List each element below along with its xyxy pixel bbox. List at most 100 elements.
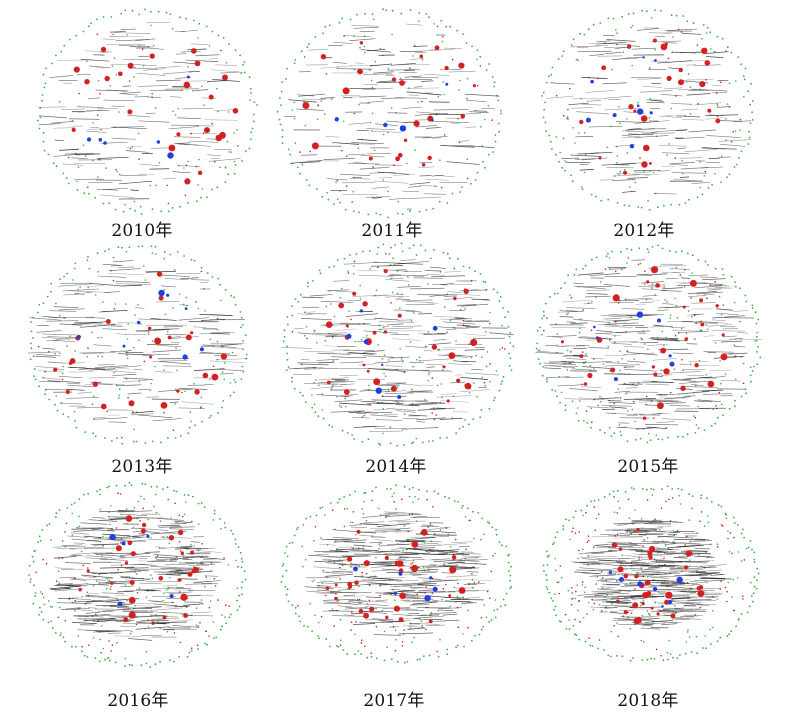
peripheral-node-2018 [753, 558, 756, 561]
peripheral-node-2010 [228, 43, 230, 46]
red-hub-node-2014 [456, 378, 461, 383]
edge-2015 [662, 272, 681, 274]
peripheral-node-2017 [386, 488, 388, 490]
peripheral-node-2010 [102, 16, 105, 18]
peripheral-node-2014 [368, 250, 371, 252]
green-minor-node-2011 [390, 106, 393, 109]
red-minor-node-2017 [394, 649, 397, 652]
red-minor-node-2016 [193, 566, 195, 568]
red-minor-node-2016 [111, 644, 114, 646]
peripheral-node-2015 [638, 247, 641, 250]
peripheral-node-2017 [294, 612, 297, 615]
peripheral-node-2011 [358, 211, 360, 214]
edge-2011 [448, 70, 476, 73]
green-minor-node-2012 [654, 49, 657, 51]
blue-node-2013 [182, 354, 188, 360]
green-minor-node-2012 [725, 50, 727, 52]
red-hub-node-2015 [612, 294, 620, 302]
peripheral-node-2013 [244, 334, 247, 336]
edge-2015 [642, 295, 658, 297]
green-minor-node-2018 [685, 641, 688, 643]
green-minor-node-2012 [618, 106, 620, 108]
red-hub-node-2011 [302, 102, 310, 109]
edge-2010 [114, 32, 151, 34]
edge-2015 [616, 426, 641, 429]
peripheral-node-2016 [114, 661, 117, 664]
red-minor-node-2016 [98, 582, 101, 584]
edge-2013 [90, 283, 122, 287]
edge-2013 [138, 318, 161, 321]
green-minor-node-2011 [320, 100, 323, 102]
peripheral-node-2013 [141, 245, 144, 247]
green-minor-node-2012 [687, 73, 690, 75]
peripheral-node-2012 [543, 108, 546, 111]
peripheral-node-2014 [306, 281, 309, 284]
edge-2015 [711, 330, 746, 332]
edge-2016 [77, 629, 113, 632]
red-minor-node-2016 [237, 566, 239, 568]
peripheral-node-2014 [509, 342, 512, 344]
green-minor-node-2016 [125, 584, 127, 586]
green-minor-node-2011 [442, 81, 445, 83]
edge-2018 [598, 560, 626, 562]
peripheral-node-2012 [549, 140, 552, 143]
edge-2011 [353, 26, 379, 29]
peripheral-node-2011 [300, 50, 303, 53]
edge-2018 [661, 612, 673, 614]
red-minor-node-2014 [350, 318, 352, 321]
green-minor-node-2013 [134, 314, 136, 316]
green-minor-node-2014 [387, 389, 390, 391]
peripheral-node-2018 [612, 490, 615, 493]
peripheral-node-2016 [234, 538, 237, 541]
green-minor-node-2010 [197, 37, 199, 39]
red-minor-node-2018 [719, 588, 722, 590]
peripheral-node-2016 [229, 613, 232, 616]
peripheral-node-2010 [179, 16, 181, 19]
peripheral-node-2012 [720, 181, 722, 184]
red-minor-node-2017 [343, 525, 346, 528]
green-minor-node-2018 [638, 556, 641, 559]
edge-2014 [398, 262, 423, 265]
edge-2015 [615, 300, 640, 302]
network-graph-2012 [541, 9, 754, 211]
edge-2011 [473, 110, 488, 112]
edge-2014 [459, 389, 490, 393]
red-minor-node-2018 [617, 635, 619, 638]
edge-2012 [640, 90, 673, 93]
green-minor-node-2010 [86, 60, 88, 62]
edge-2017 [432, 600, 457, 603]
peripheral-node-2010 [256, 104, 258, 106]
green-minor-node-2017 [393, 492, 395, 495]
red-minor-node-2016 [179, 641, 182, 644]
edge-2010 [110, 64, 130, 66]
peripheral-node-2013 [150, 245, 153, 248]
edge-2018 [702, 566, 716, 568]
edge-2018 [609, 611, 624, 614]
peripheral-node-2010 [234, 49, 237, 52]
edge-2017 [312, 566, 347, 570]
peripheral-node-2018 [630, 487, 633, 489]
edge-2018 [611, 592, 630, 595]
red-hub-node-2012 [666, 75, 672, 81]
red-minor-node-2016 [109, 588, 112, 590]
green-minor-node-2016 [101, 555, 103, 557]
edge-2015 [638, 284, 666, 288]
peripheral-node-2013 [201, 420, 203, 423]
edge-2016 [135, 626, 170, 630]
green-minor-node-2017 [339, 618, 342, 621]
red-hub-node-2015 [684, 337, 689, 341]
green-minor-node-2017 [420, 620, 423, 622]
edge-2013 [155, 371, 173, 373]
peripheral-node-2014 [419, 244, 422, 247]
blue-node-2012 [637, 108, 644, 115]
edge-2017 [306, 590, 335, 594]
edge-2018 [591, 552, 605, 555]
green-minor-node-2016 [137, 500, 140, 503]
red-minor-node-2011 [345, 185, 348, 187]
edge-2016 [160, 568, 182, 570]
edge-2018 [613, 618, 632, 620]
green-minor-node-2012 [626, 118, 628, 120]
green-minor-node-2015 [675, 266, 678, 269]
edge-2018 [694, 547, 710, 550]
